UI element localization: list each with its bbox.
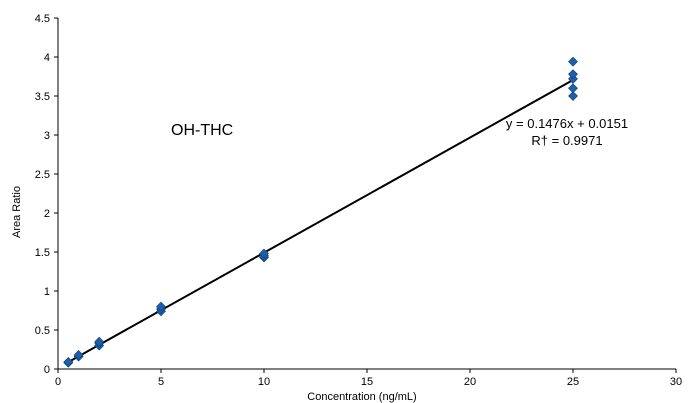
x-axis-label: Concentration (ng/mL) (307, 391, 416, 403)
y-tick-label: 3.5 (35, 91, 50, 103)
x-tick-label: 25 (567, 376, 579, 388)
y-tick-label: 1 (44, 286, 50, 298)
y-tick-label: 3 (44, 130, 50, 142)
data-point (568, 83, 578, 94)
data-point (568, 69, 578, 80)
y-tick-label: 1.5 (35, 247, 50, 259)
x-tick-label: 10 (258, 376, 270, 388)
y-tick-label: 4 (44, 52, 50, 64)
data-point (259, 248, 269, 259)
x-axis-ticks: 0 5 10 15 20 25 30 (55, 369, 682, 388)
trendline (67, 79, 574, 363)
data-point (73, 350, 84, 360)
data-points (63, 56, 578, 368)
data-point (568, 56, 578, 67)
x-tick-label: 30 (670, 376, 682, 388)
y-tick-label: 2 (44, 208, 50, 220)
x-tick-label: 5 (158, 376, 164, 388)
data-point (156, 301, 166, 312)
data-point (63, 357, 74, 367)
y-axis-ticks: 0 0.5 1 1.5 2 2.5 3 3.5 4 4.5 (35, 13, 58, 376)
x-tick-label: 0 (55, 376, 61, 388)
r-squared-label: R† = 0.9971 (531, 133, 602, 148)
data-point (94, 336, 105, 347)
regression-equation: y = 0.1476x + 0.0151 (506, 116, 628, 131)
data-point (568, 91, 578, 101)
y-tick-label: 0.5 (35, 325, 50, 337)
y-axis-label: Area Ratio (11, 186, 23, 238)
x-tick-label: 15 (361, 376, 373, 388)
y-tick-label: 0 (44, 364, 50, 376)
x-tick-label: 20 (464, 376, 476, 388)
y-tick-label: 4.5 (35, 13, 50, 25)
y-tick-label: 2.5 (35, 169, 50, 181)
compound-label: OH-THC (171, 122, 233, 139)
